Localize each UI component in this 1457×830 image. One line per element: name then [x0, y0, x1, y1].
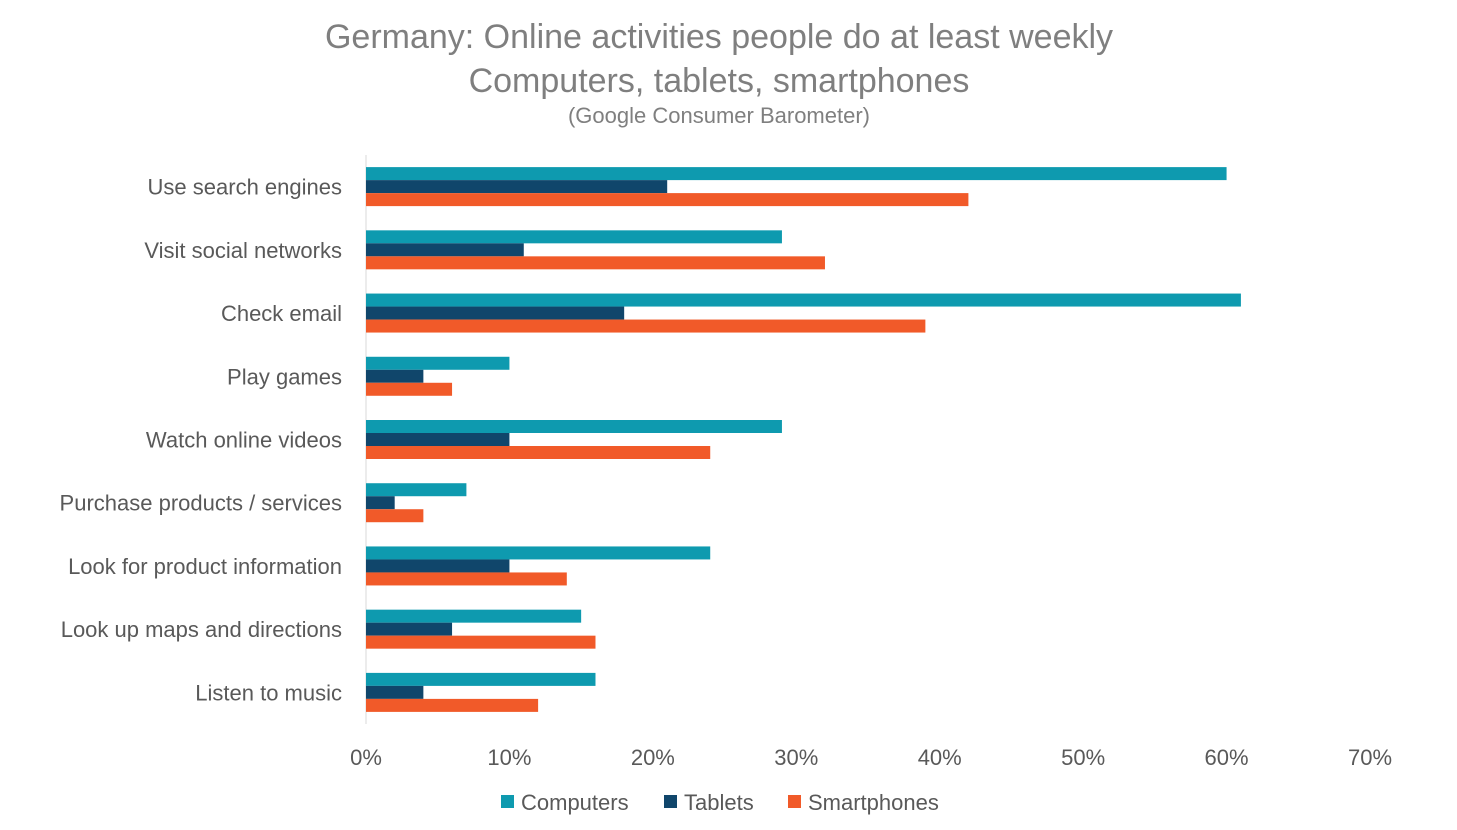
- category-label: Purchase products / services: [60, 491, 342, 516]
- bar-tablets: [366, 559, 510, 573]
- legend-label-smartphones: Smartphones: [808, 790, 939, 815]
- bar-computers: [366, 293, 1241, 307]
- x-tick-label: 20%: [631, 745, 675, 770]
- bar-tablets: [366, 433, 510, 446]
- bar-smartphones: [366, 193, 969, 207]
- bar-smartphones: [366, 382, 453, 396]
- bar-tablets: [366, 180, 668, 194]
- bar-computers: [366, 356, 510, 370]
- x-tick-label: 60%: [1205, 745, 1249, 770]
- bar-smartphones: [366, 635, 596, 649]
- x-tick-label: 30%: [774, 745, 818, 770]
- x-tick-label: 50%: [1061, 745, 1105, 770]
- category-label: Use search engines: [148, 175, 342, 200]
- bar-smartphones: [366, 509, 424, 523]
- category-label: Play games: [227, 364, 342, 389]
- legend-swatch-computers: [501, 795, 514, 808]
- x-tick-label: 10%: [487, 745, 531, 770]
- bar-smartphones: [366, 572, 567, 586]
- x-tick-label: 0%: [350, 745, 382, 770]
- legend-swatch-smartphones: [788, 795, 801, 808]
- bar-smartphones: [366, 698, 539, 712]
- category-label: Visit social networks: [144, 238, 342, 263]
- category-label: Look for product information: [68, 554, 342, 579]
- bar-computers: [366, 672, 596, 686]
- category-label: Watch online videos: [146, 428, 342, 453]
- category-label: Look up maps and directions: [61, 617, 342, 642]
- bar-tablets: [366, 685, 424, 699]
- category-label: Listen to music: [195, 680, 342, 705]
- legend-swatch-tablets: [664, 795, 677, 808]
- x-tick-label: 40%: [918, 745, 962, 770]
- bar-computers: [366, 546, 711, 560]
- bar-smartphones: [366, 256, 825, 270]
- bar-smartphones: [366, 319, 926, 333]
- x-tick-label: 70%: [1348, 745, 1392, 770]
- bar-computers: [366, 230, 782, 244]
- bar-tablets: [366, 243, 524, 257]
- bar-tablets: [366, 622, 453, 636]
- bar-computers: [366, 420, 782, 433]
- bar-computers: [366, 167, 1227, 181]
- bar-smartphones: [366, 446, 711, 459]
- legend-label-tablets: Tablets: [684, 790, 754, 815]
- legend-label-computers: Computers: [521, 790, 629, 815]
- chart-source-note: (Google Consumer Barometer): [568, 103, 870, 128]
- chart-subtitle: Computers, tablets, smartphones: [469, 62, 970, 100]
- bar-tablets: [366, 369, 424, 383]
- bar-tablets: [366, 496, 395, 510]
- category-label: Check email: [221, 301, 342, 326]
- bar-computers: [366, 609, 582, 623]
- bar-tablets: [366, 306, 625, 320]
- chart-title: Germany: Online activities people do at …: [325, 18, 1113, 56]
- bar-computers: [366, 483, 467, 497]
- plot-area: Use search engines Visit social networks C…: [60, 155, 1392, 770]
- legend: Computers Tablets Smartphones: [501, 790, 939, 815]
